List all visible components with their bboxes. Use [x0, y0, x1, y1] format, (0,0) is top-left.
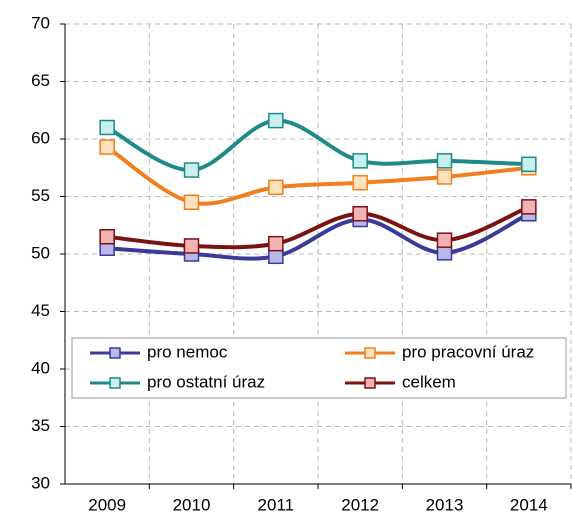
marker [99, 229, 115, 245]
marker [352, 153, 368, 169]
marker [436, 153, 453, 169]
marker [183, 194, 200, 210]
marker [436, 232, 453, 248]
x-tick-label: 2010 [173, 495, 211, 514]
marker [183, 162, 200, 178]
marker [268, 235, 284, 252]
marker [352, 206, 368, 222]
marker [268, 179, 284, 196]
x-tick-label: 2012 [341, 495, 379, 514]
marker [521, 156, 537, 173]
marker [436, 245, 453, 261]
legend-marker [109, 377, 121, 389]
y-tick-label: 45 [31, 301, 50, 320]
legend-marker [364, 377, 376, 389]
legend-label: pro ostatní úraz [147, 372, 265, 391]
y-tick-label: 35 [31, 416, 50, 435]
marker [268, 112, 284, 129]
y-tick-label: 40 [31, 358, 50, 377]
x-tick-label: 2014 [510, 495, 548, 514]
legend-marker [364, 347, 376, 359]
y-tick-label: 65 [31, 71, 50, 90]
legend-marker [109, 347, 121, 359]
y-tick-label: 55 [31, 186, 50, 205]
marker [99, 139, 115, 155]
x-tick-label: 2009 [88, 495, 126, 514]
marker [521, 199, 537, 215]
marker [436, 169, 453, 185]
series-line [106, 204, 530, 250]
x-tick-label: 2011 [258, 495, 295, 514]
legend-label: pro nemoc [147, 342, 228, 361]
marker [352, 174, 368, 191]
x-tick-label: 2013 [426, 495, 464, 514]
marker [183, 238, 200, 254]
legend-label: pro pracovní úraz [402, 342, 534, 361]
y-tick-label: 50 [31, 243, 50, 262]
legend-label: celkem [402, 372, 456, 391]
legend-box [71, 337, 567, 399]
marker [99, 119, 115, 136]
y-tick-label: 70 [31, 13, 50, 32]
y-tick-label: 60 [31, 128, 50, 147]
y-tick-label: 30 [31, 473, 50, 492]
